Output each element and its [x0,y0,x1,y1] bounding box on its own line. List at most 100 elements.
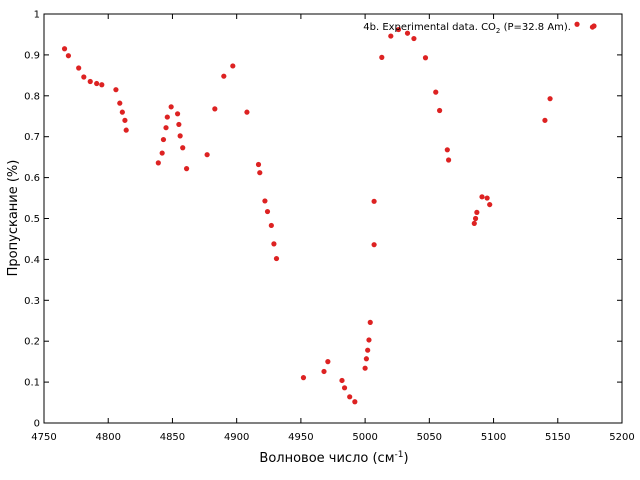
data-point [122,117,128,123]
data-point [160,136,167,143]
data-point [87,78,93,85]
x-tick-label: 5000 [352,432,377,443]
y-tick-label: 0 [34,419,40,430]
data-point [99,82,105,88]
data-point [204,152,210,158]
data-point [472,215,479,222]
data-point [367,319,373,325]
legend: 4b. Experimental data. CO2 (P=32.8 Am). [363,22,597,35]
data-points [61,21,596,405]
data-point [547,96,553,102]
data-point [574,21,580,27]
x-tick-label: 4850 [160,432,185,443]
data-point [180,145,186,151]
y-tick-label: 0.1 [24,378,40,389]
data-point [123,127,129,133]
data-point [164,114,170,120]
data-point [411,35,417,42]
data-point [212,106,218,112]
data-point [168,104,174,110]
data-point [81,74,87,80]
x-tick-label: 5100 [481,432,506,443]
data-point [487,201,493,208]
data-point [300,375,307,381]
data-point [422,55,429,61]
data-point [61,46,68,52]
x-tick-label: 4800 [95,432,120,443]
data-point [371,198,377,204]
data-point [471,220,477,227]
data-point [437,107,443,114]
data-point [174,111,181,117]
x-tick-label: 5050 [417,432,442,443]
y-axis-label: Пропускание (%) [6,160,21,277]
data-point [321,368,327,375]
data-point [257,170,263,176]
data-point [362,365,368,371]
data-point [113,87,119,93]
data-point [155,160,161,166]
data-point [339,377,345,384]
data-point [395,26,402,33]
y-tick-label: 0.6 [24,173,40,184]
data-point [341,385,348,391]
data-point [325,359,331,365]
data-point [262,198,268,204]
x-tick-label: 4950 [288,432,313,443]
y-tick-label: 0.9 [24,50,40,61]
data-point [183,166,190,172]
y-tick-labels: 0 0.1 0.2 0.3 0.4 0.5 0.6 0.7 0.8 0.9 1 [24,10,40,430]
y-tick-label: 0.7 [24,132,40,143]
data-point [474,209,480,215]
data-point [365,347,371,353]
data-point [363,356,369,362]
data-point [221,73,227,79]
data-point [159,150,165,156]
data-point [273,255,280,262]
data-point [117,100,123,106]
x-tick-label: 4900 [224,432,249,443]
data-point [163,125,169,131]
data-point [176,121,182,128]
legend-marker [591,23,597,29]
data-point [388,33,394,39]
data-point [119,109,125,115]
y-tick-label: 0.5 [24,214,40,225]
data-point [255,161,262,168]
data-point [484,195,490,201]
data-point [244,109,250,115]
data-point [542,117,548,123]
data-point [65,53,72,59]
data-point [94,80,100,87]
data-point [177,133,183,139]
x-axis-label: Волновое число (см-1) [259,450,408,466]
data-point [371,242,377,248]
x-tick-label: 5200 [609,432,634,443]
data-point [404,30,411,36]
y-tick-label: 0.8 [24,91,40,102]
data-point [446,157,452,163]
data-point [352,399,358,405]
y-tick-label: 0.2 [24,337,40,348]
plot-frame [43,13,623,424]
data-point [264,208,271,215]
y-tick-label: 1 [34,10,40,21]
data-point [433,89,439,95]
x-tick-labels: 4750 4800 4850 4900 4950 5000 5050 5100 5150 5200 [31,432,634,443]
data-point [271,241,277,247]
data-point [379,54,385,60]
legend-label: 4b. Experimental data. CO2 (P=32.8 Am). [363,22,571,35]
data-point [479,194,485,200]
x-tick-label: 5150 [545,432,570,443]
data-point [444,147,450,153]
x-tick-label: 4750 [31,432,56,443]
data-point [268,222,274,229]
y-tick-label: 0.4 [24,255,40,266]
data-point [76,65,82,71]
y-tick-label: 0.3 [24,296,40,307]
data-point [347,394,353,400]
data-point [366,337,372,343]
data-point [230,63,236,69]
axis-ticks [43,13,623,424]
